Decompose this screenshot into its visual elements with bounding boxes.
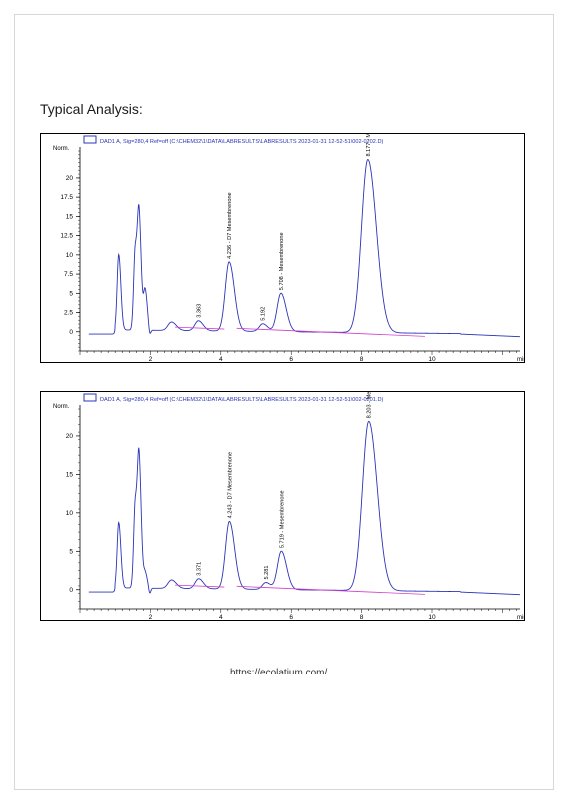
integration-baseline xyxy=(236,327,425,337)
y-axis-label: Norm. xyxy=(53,404,70,410)
chromatogram-2: DAD1 A, Sig=280,4 Ref=off (C:\CHEM32\1\D… xyxy=(40,391,525,621)
peak-label: 8.203 - Mesembrine xyxy=(367,391,373,418)
x-unit-label: min xyxy=(517,357,525,363)
x-tick-label: 6 xyxy=(289,614,293,621)
peak-label: 3.371 xyxy=(197,562,203,576)
x-tick-label: 8 xyxy=(360,614,364,621)
y-tick-label: 15 xyxy=(66,213,74,220)
chart-header: DAD1 A, Sig=280,4 Ref=off (C:\CHEM32\1\D… xyxy=(100,397,383,403)
y-tick-label: 5 xyxy=(69,290,73,297)
x-tick-label: 8 xyxy=(360,356,364,363)
x-tick-label: 10 xyxy=(428,614,436,621)
chart-frame xyxy=(40,391,525,621)
peak-label: 3.363 xyxy=(196,304,202,318)
y-tick-label: 0 xyxy=(69,329,73,336)
signal-trace xyxy=(88,420,521,596)
peak-label: 5.719 - Mesembrenone xyxy=(279,490,285,548)
x-tick-label: 2 xyxy=(149,356,153,363)
integration-baseline xyxy=(236,585,425,595)
legend-swatch xyxy=(83,393,97,402)
peak-label: 4.243 - D7 Mesembrenone xyxy=(227,452,233,519)
page-heading: Typical Analysis: xyxy=(40,101,143,117)
y-tick-label: 10 xyxy=(66,510,74,517)
y-tick-label: 2.5 xyxy=(64,310,73,317)
y-tick-label: 12.5 xyxy=(60,233,73,240)
integration-baseline xyxy=(175,584,225,588)
y-tick-label: 20 xyxy=(66,175,74,182)
y-tick-label: 7.5 xyxy=(64,271,73,278)
x-tick-label: 4 xyxy=(219,356,223,363)
x-tick-label: 2 xyxy=(149,614,153,621)
y-tick-label: 17.5 xyxy=(60,194,73,201)
y-tick-label: 10 xyxy=(66,252,74,259)
chart-frame xyxy=(40,133,525,363)
y-tick-label: 20 xyxy=(66,433,74,440)
peak-label: 5.281 xyxy=(264,566,270,580)
x-tick-label: 4 xyxy=(219,614,223,621)
signal-trace xyxy=(88,159,521,338)
peak-label: 5.708 - Mesembrenone xyxy=(279,232,285,290)
legend-swatch xyxy=(83,135,97,144)
y-tick-label: 0 xyxy=(69,587,73,594)
peak-label: 8.177 - Mesembrine xyxy=(366,133,372,157)
peak-label: 4.236 - D7 Mesembrenone xyxy=(227,192,233,259)
y-tick-label: 5 xyxy=(69,548,73,555)
page-border xyxy=(14,14,554,790)
chromatogram-1: DAD1 A, Sig=280,4 Ref=off (C:\CHEM32\1\D… xyxy=(40,133,525,363)
footer-url: https://ecolatium.com/ xyxy=(230,668,328,674)
x-tick-label: 10 xyxy=(428,356,436,363)
x-unit-label: min xyxy=(517,615,525,621)
y-axis-label: Norm. xyxy=(53,146,70,152)
x-tick-label: 6 xyxy=(289,356,293,363)
peak-label: 5.192 xyxy=(261,307,267,321)
integration-baseline xyxy=(175,326,225,330)
y-tick-label: 15 xyxy=(66,471,74,478)
chart-header: DAD1 A, Sig=280,4 Ref=off (C:\CHEM32\1\D… xyxy=(100,139,383,145)
